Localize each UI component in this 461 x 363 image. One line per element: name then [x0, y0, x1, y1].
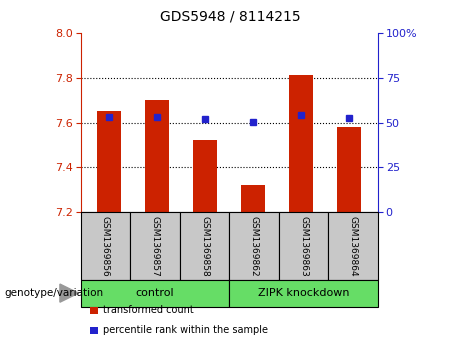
Text: GDS5948 / 8114215: GDS5948 / 8114215	[160, 9, 301, 23]
Text: ZIPK knockdown: ZIPK knockdown	[258, 288, 349, 298]
Text: control: control	[136, 288, 174, 298]
Bar	[242, 185, 266, 212]
Text: percentile rank within the sample: percentile rank within the sample	[103, 325, 268, 335]
Text: GSM1369856: GSM1369856	[101, 216, 110, 276]
Bar	[193, 140, 217, 212]
Text: GSM1369863: GSM1369863	[299, 216, 308, 276]
Text: genotype/variation: genotype/variation	[5, 288, 104, 298]
Bar	[337, 127, 361, 212]
Text: GSM1369862: GSM1369862	[249, 216, 259, 276]
Text: GSM1369858: GSM1369858	[200, 216, 209, 276]
Text: transformed count: transformed count	[103, 305, 194, 315]
Text: GSM1369864: GSM1369864	[349, 216, 358, 276]
Polygon shape	[60, 284, 78, 302]
Text: GSM1369857: GSM1369857	[150, 216, 160, 276]
Bar	[290, 76, 313, 212]
Bar	[145, 100, 169, 212]
Bar	[97, 111, 121, 212]
